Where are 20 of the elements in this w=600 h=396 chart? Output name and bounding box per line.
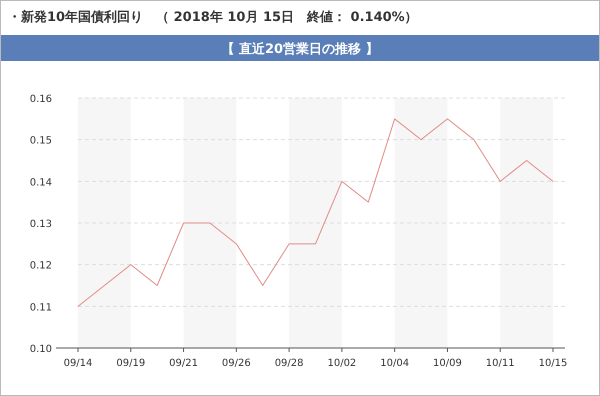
chart-title: ・新発10年国債利回り （ 2018年 10月 15日 終値： 0.140%） xyxy=(8,9,418,25)
y-tick-label: 0.16 xyxy=(30,94,52,105)
chart-subtitle: 【 直近20営業日の推移 】 xyxy=(221,41,379,57)
y-tick-label: 0.13 xyxy=(30,219,52,230)
x-tick-label: 10/02 xyxy=(327,358,356,369)
x-tick-label: 09/19 xyxy=(116,358,146,369)
y-tick-label: 0.15 xyxy=(30,136,52,147)
x-tick-label: 09/14 xyxy=(64,358,92,369)
x-tick-label: 10/04 xyxy=(380,358,410,369)
y-tick-label: 0.10 xyxy=(30,344,52,355)
x-tick-label: 10/09 xyxy=(433,358,462,369)
line-series xyxy=(78,118,554,307)
y-tick-label: 0.11 xyxy=(30,302,52,314)
y-tick-label: 0.14 xyxy=(30,177,52,188)
y-tick-label: 0.12 xyxy=(30,260,52,272)
x-tick-label: 09/26 xyxy=(222,358,251,369)
x-tick-label: 10/11 xyxy=(486,358,515,369)
x-tick-label: 09/28 xyxy=(274,358,304,369)
x-tick-label: 10/15 xyxy=(538,358,568,369)
x-tick-label: 09/21 xyxy=(169,358,198,369)
